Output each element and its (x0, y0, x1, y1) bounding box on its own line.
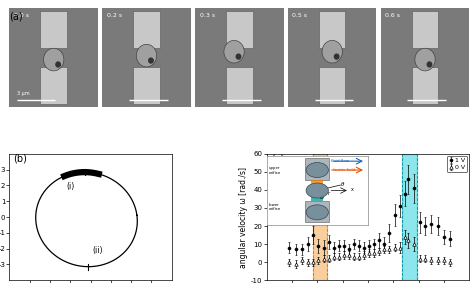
Bar (412, 67, 438, 104)
Circle shape (427, 62, 432, 67)
Text: (b): (b) (14, 154, 27, 164)
Circle shape (149, 58, 153, 63)
Circle shape (224, 40, 244, 63)
Bar (133, 67, 160, 104)
Text: 3 μm: 3 μm (18, 91, 30, 96)
Text: (a): (a) (9, 11, 23, 21)
Text: (ii): (ii) (92, 246, 103, 255)
Circle shape (415, 48, 435, 71)
Y-axis label: angular velocity ω [rad./s]: angular velocity ω [rad./s] (239, 166, 248, 267)
Text: 0.3 s: 0.3 s (200, 13, 215, 18)
Bar (226, 11, 253, 48)
Circle shape (137, 44, 157, 67)
Circle shape (236, 54, 241, 59)
Bar (40, 11, 67, 48)
Bar (226, 67, 253, 104)
Circle shape (56, 62, 60, 67)
Text: 0.0 s: 0.0 s (14, 13, 29, 18)
Bar (412, 11, 438, 48)
Circle shape (335, 54, 339, 59)
Bar (133, 11, 160, 48)
Text: (c): (c) (272, 153, 284, 163)
Bar (402, 154, 417, 280)
Bar (40, 67, 67, 104)
Circle shape (44, 48, 64, 71)
Circle shape (322, 40, 342, 63)
Text: (i): (i) (66, 182, 74, 191)
Bar (319, 67, 346, 104)
Bar (313, 154, 328, 280)
Text: 0.2 s: 0.2 s (107, 13, 122, 18)
Text: 0.6 s: 0.6 s (385, 13, 400, 18)
Legend: 1 V, 0 V: 1 V, 0 V (447, 156, 467, 172)
Text: 0.5 s: 0.5 s (292, 13, 308, 18)
Bar (319, 11, 346, 48)
